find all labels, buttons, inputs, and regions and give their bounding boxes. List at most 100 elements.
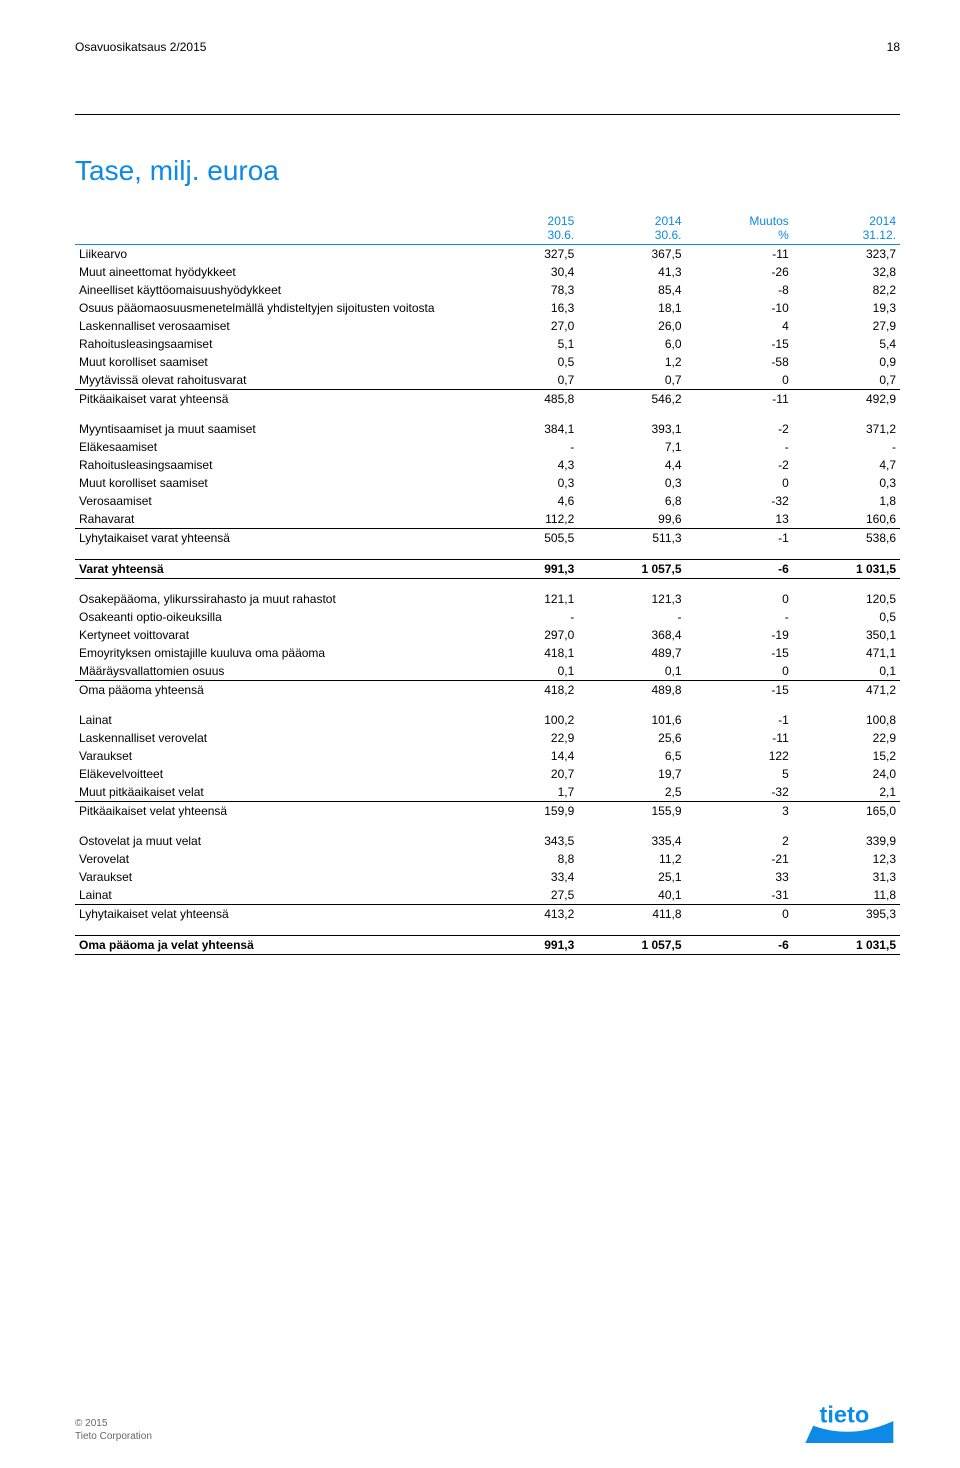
cell-value: 4,3: [471, 456, 578, 474]
cell-value: 8,8: [471, 850, 578, 868]
row-label: Myytävissä olevat rahoitusvarat: [75, 371, 471, 390]
row-label: Eläkesaamiset: [75, 438, 471, 456]
tieto-logo: tieto: [805, 1388, 900, 1443]
cell-value: 22,9: [471, 729, 578, 747]
cell-value: -19: [686, 626, 793, 644]
cell-value: 159,9: [471, 802, 578, 821]
doc-title: Osavuosikatsaus 2/2015: [75, 40, 206, 54]
cell-value: 393,1: [578, 420, 685, 438]
row-label: Laskennalliset verovelat: [75, 729, 471, 747]
table-row: Lainat100,2101,6-1100,8: [75, 711, 900, 729]
cell-value: 2: [686, 832, 793, 850]
cell-value: 327,5: [471, 245, 578, 264]
cell-value: 323,7: [793, 245, 900, 264]
cell-value: -32: [686, 783, 793, 802]
table-row: Muut korolliset saamiset0,30,300,3: [75, 474, 900, 492]
col-header-4: 201431.12.: [793, 212, 900, 245]
cell-value: 538,6: [793, 529, 900, 548]
cell-value: 371,2: [793, 420, 900, 438]
cell-value: 1,8: [793, 492, 900, 510]
table-row: Aineelliset käyttöomaisuushyödykkeet78,3…: [75, 281, 900, 299]
cell-value: 0,3: [471, 474, 578, 492]
cell-value: -: [471, 608, 578, 626]
cell-value: 4,4: [578, 456, 685, 474]
cell-value: 31,3: [793, 868, 900, 886]
cell-value: 5: [686, 765, 793, 783]
cell-value: 19,3: [793, 299, 900, 317]
cell-value: 32,8: [793, 263, 900, 281]
cell-value: 418,1: [471, 644, 578, 662]
cell-value: 413,2: [471, 905, 578, 924]
spacer-row: [75, 408, 900, 420]
cell-value: 0,1: [578, 662, 685, 681]
cell-value: 15,2: [793, 747, 900, 765]
row-label: Lainat: [75, 711, 471, 729]
cell-value: 101,6: [578, 711, 685, 729]
table-row: Eläkesaamiset-7,1--: [75, 438, 900, 456]
cell-value: 0,5: [793, 608, 900, 626]
cell-value: 0,7: [471, 371, 578, 390]
cell-value: 471,2: [793, 681, 900, 700]
table-row: Lyhytaikaiset velat yhteensä413,2411,803…: [75, 905, 900, 924]
row-label: Varat yhteensä: [75, 559, 471, 578]
cell-value: -10: [686, 299, 793, 317]
table-row: Oma pääoma yhteensä418,2489,8-15471,2: [75, 681, 900, 700]
cell-value: -15: [686, 335, 793, 353]
row-label: Osakeanti optio-oikeuksilla: [75, 608, 471, 626]
cell-value: -11: [686, 729, 793, 747]
cell-value: -15: [686, 644, 793, 662]
table-row: Määräysvallattomien osuus0,10,100,1: [75, 662, 900, 681]
cell-value: 2,1: [793, 783, 900, 802]
cell-value: 0: [686, 371, 793, 390]
page: Osavuosikatsaus 2/2015 18 Tase, milj. eu…: [0, 0, 960, 1468]
cell-value: 991,3: [471, 935, 578, 954]
cell-value: 339,9: [793, 832, 900, 850]
cell-value: 100,8: [793, 711, 900, 729]
cell-value: 120,5: [793, 590, 900, 608]
row-label: Muut aineettomat hyödykkeet: [75, 263, 471, 281]
table-row: Ostovelat ja muut velat343,5335,42339,9: [75, 832, 900, 850]
cell-value: -8: [686, 281, 793, 299]
row-label: Ostovelat ja muut velat: [75, 832, 471, 850]
row-label: Oma pääoma yhteensä: [75, 681, 471, 700]
page-header: Osavuosikatsaus 2/2015 18: [75, 40, 900, 54]
cell-value: 0: [686, 905, 793, 924]
col-header-label: [75, 212, 471, 245]
cell-value: 471,1: [793, 644, 900, 662]
table-row: Rahoitusleasingsaamiset4,34,4-24,7: [75, 456, 900, 474]
table-row: Pitkäaikaiset velat yhteensä159,9155,931…: [75, 802, 900, 821]
cell-value: 41,3: [578, 263, 685, 281]
cell-value: -6: [686, 559, 793, 578]
cell-value: 22,9: [793, 729, 900, 747]
cell-value: 25,1: [578, 868, 685, 886]
cell-value: -31: [686, 886, 793, 905]
row-label: Myyntisaamiset ja muut saamiset: [75, 420, 471, 438]
table-row: Lyhytaikaiset varat yhteensä505,5511,3-1…: [75, 529, 900, 548]
row-label: Pitkäaikaiset varat yhteensä: [75, 390, 471, 409]
row-label: Liikearvo: [75, 245, 471, 264]
table-row: Varaukset33,425,13331,3: [75, 868, 900, 886]
cell-value: 19,7: [578, 765, 685, 783]
row-label: Pitkäaikaiset velat yhteensä: [75, 802, 471, 821]
cell-value: 0: [686, 590, 793, 608]
cell-value: 33: [686, 868, 793, 886]
table-row: Laskennalliset verovelat22,925,6-1122,9: [75, 729, 900, 747]
spacer-row: [75, 578, 900, 590]
table-row: Emoyrityksen omistajille kuuluva oma pää…: [75, 644, 900, 662]
cell-value: 2,5: [578, 783, 685, 802]
cell-value: 7,1: [578, 438, 685, 456]
cell-value: 121,1: [471, 590, 578, 608]
cell-value: 25,6: [578, 729, 685, 747]
row-label: Laskennalliset verosaamiset: [75, 317, 471, 335]
table-row: Myyntisaamiset ja muut saamiset384,1393,…: [75, 420, 900, 438]
cell-value: -: [471, 438, 578, 456]
cell-value: -58: [686, 353, 793, 371]
cell-value: 0,3: [793, 474, 900, 492]
cell-value: 6,0: [578, 335, 685, 353]
table-header-row: 201530.6. 201430.6. Muutos% 201431.12.: [75, 212, 900, 245]
row-label: Muut korolliset saamiset: [75, 474, 471, 492]
cell-value: 16,3: [471, 299, 578, 317]
table-row: Osakeanti optio-oikeuksilla---0,5: [75, 608, 900, 626]
cell-value: 0: [686, 662, 793, 681]
table-row: Rahoitusleasingsaamiset5,16,0-155,4: [75, 335, 900, 353]
